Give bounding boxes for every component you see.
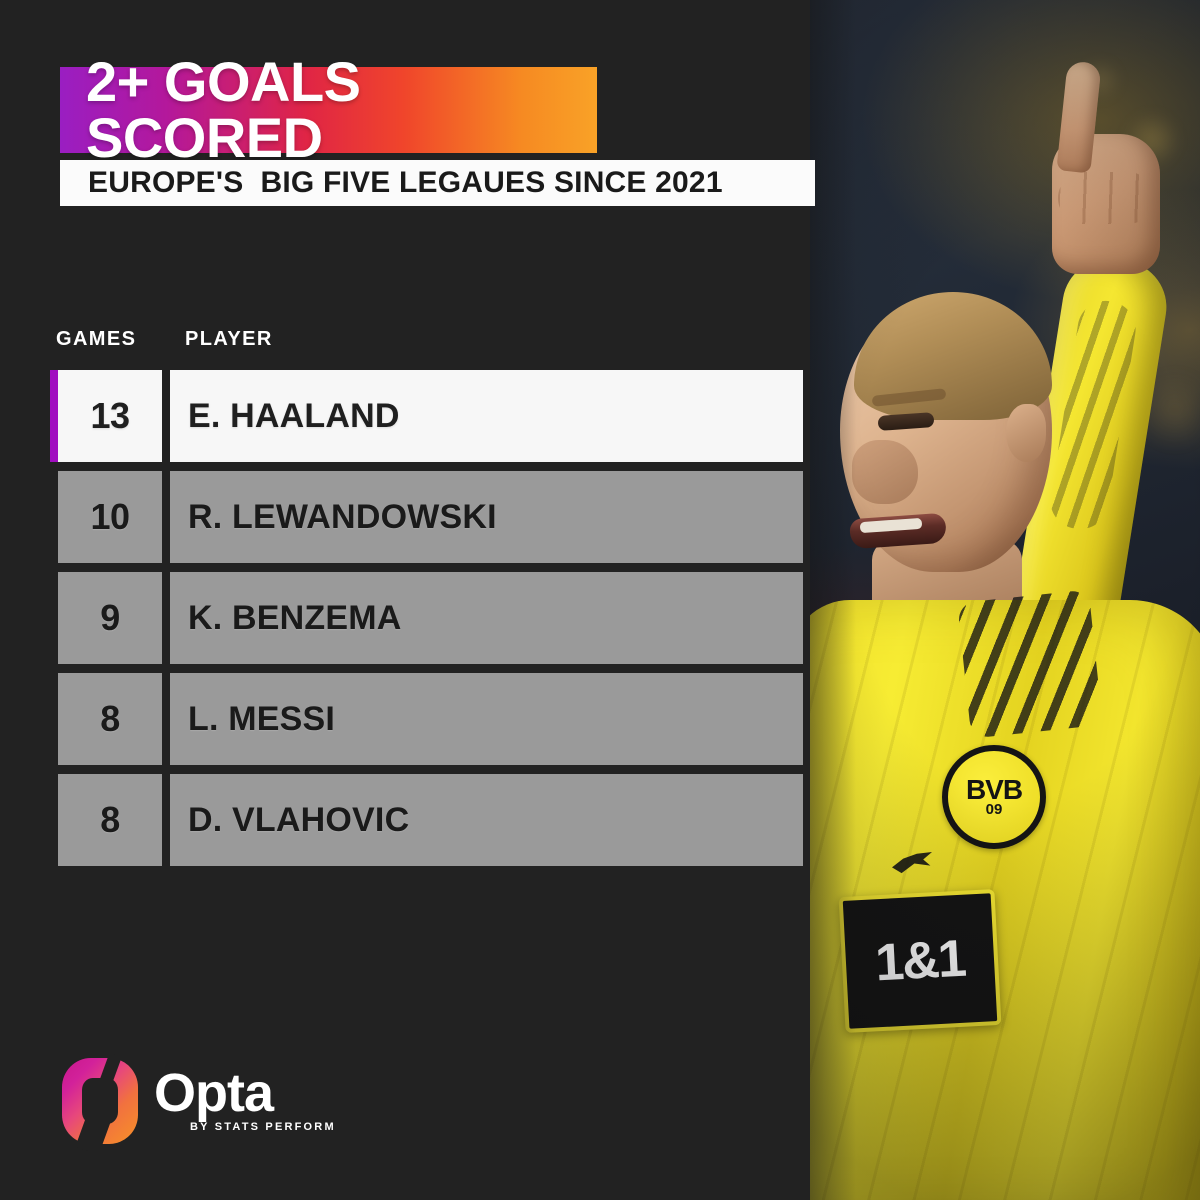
jersey-sponsor-patch: 1&1 (838, 889, 1002, 1033)
cell-player: E. HAALAND (170, 370, 803, 462)
ranking-table: 13 E. HAALAND 10 R. LEWANDOWSKI 9 (0, 370, 810, 875)
column-header-games: GAMES (56, 328, 137, 350)
jersey-shoulder-stripes (957, 589, 1103, 739)
page-subtitle: EUROPE'S BIG FIVE LEGAUES SINCE 2021 (88, 166, 723, 199)
knuckles (1058, 172, 1154, 224)
table-row: 9 K. BENZEMA (0, 572, 810, 664)
nose (852, 440, 918, 504)
cell-games: 8 (58, 774, 162, 866)
opta-mark-icon (62, 1052, 138, 1155)
table-row: 10 R. LEWANDOWSKI (0, 471, 810, 563)
content-panel: 2+ GOALS SCORED EUROPE'S BIG FIVE LEGAUE… (0, 53, 815, 1155)
player-name: R. LEWANDOWSKI (188, 497, 497, 536)
opta-tagline: BY STATS PERFORM (190, 1120, 336, 1133)
cell-player: K. BENZEMA (170, 572, 803, 664)
table-row: 13 E. HAALAND (0, 370, 810, 462)
bvb-badge-year: 09 (985, 801, 1003, 819)
player-photo: BVB 09 1&1 (800, 0, 1200, 1200)
player-name: E. HAALAND (188, 396, 400, 435)
bvb-club-badge-icon: BVB 09 (942, 745, 1046, 849)
title-banner: 2+ GOALS SCORED (60, 54, 597, 166)
player-name: D. VLAHOVIC (188, 800, 410, 839)
games-value: 8 (100, 698, 120, 739)
page-title: 2+ GOALS SCORED (86, 50, 361, 169)
bvb-badge-text: BVB (965, 773, 1023, 805)
cell-games: 8 (58, 673, 162, 765)
cell-player: R. LEWANDOWSKI (170, 471, 803, 563)
cell-games: 10 (58, 471, 162, 563)
games-value: 9 (100, 597, 120, 638)
subtitle-bar: EUROPE'S BIG FIVE LEGAUES SINCE 2021 (60, 160, 815, 206)
cell-games: 13 (58, 370, 162, 462)
column-header-player: PLAYER (185, 328, 273, 350)
opta-logo: Opta BY STATS PERFORM (62, 1052, 336, 1155)
table-header: GAMES PLAYER (0, 328, 810, 358)
opta-wordmark: Opta BY STATS PERFORM (154, 1063, 336, 1133)
cell-games: 9 (58, 572, 162, 664)
opta-brand-name: Opta (154, 1063, 274, 1124)
ear (1006, 404, 1046, 462)
jersey-sponsor-text: 1&1 (873, 929, 967, 993)
cell-player: L. MESSI (170, 673, 803, 765)
games-value: 13 (90, 395, 130, 436)
games-value: 8 (100, 799, 120, 840)
player-name: K. BENZEMA (188, 598, 402, 637)
cell-player: D. VLAHOVIC (170, 774, 803, 866)
table-row: 8 D. VLAHOVIC (0, 774, 810, 866)
games-value: 10 (90, 496, 130, 537)
player-name: L. MESSI (188, 699, 336, 738)
table-row: 8 L. MESSI (0, 673, 810, 765)
